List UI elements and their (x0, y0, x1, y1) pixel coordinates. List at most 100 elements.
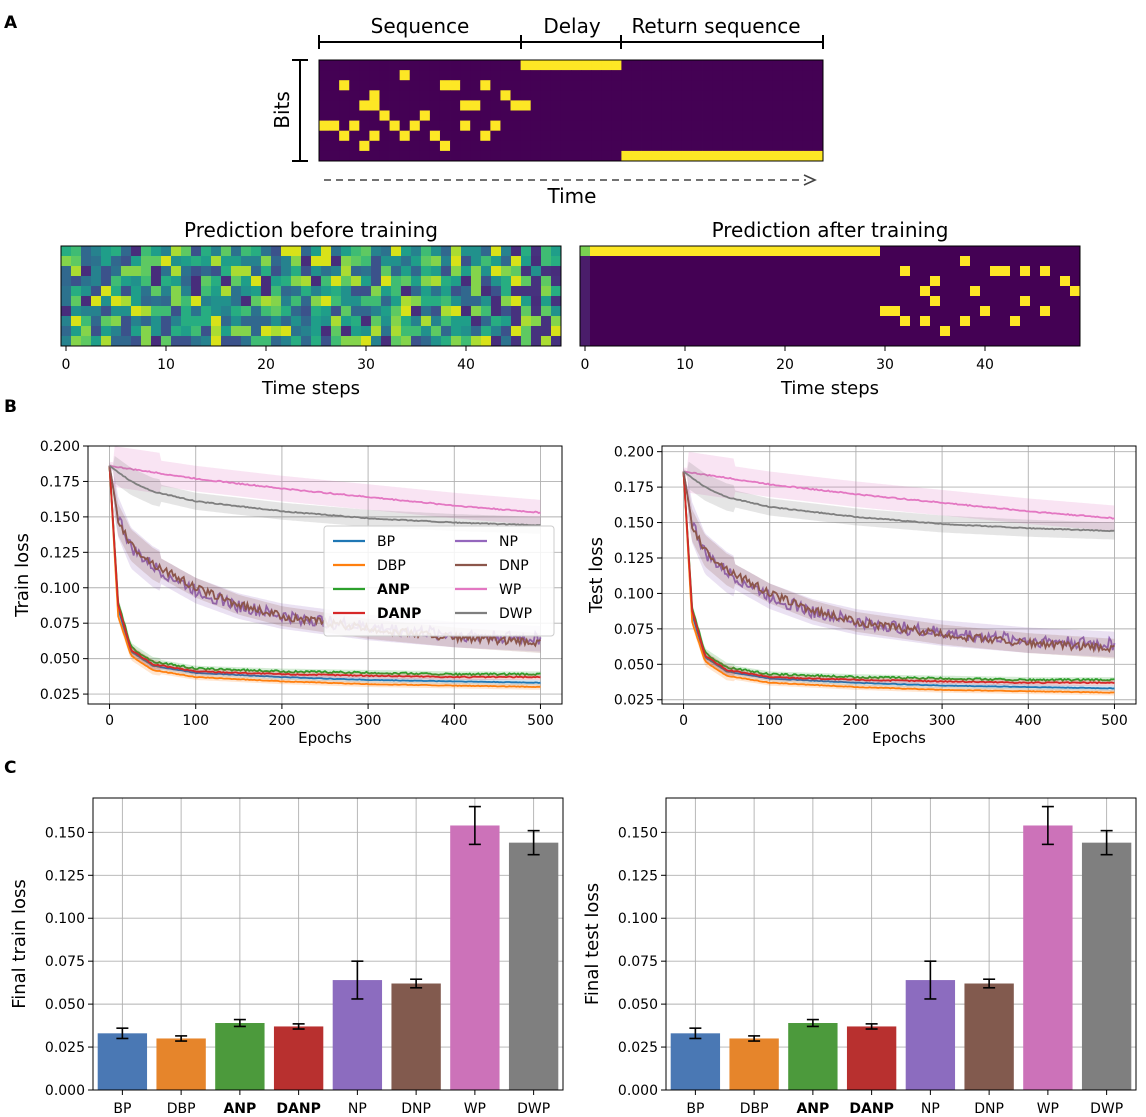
after-cell (710, 246, 721, 257)
bar-bp (97, 1033, 148, 1090)
before-cell (331, 316, 342, 327)
after-cell (1000, 256, 1011, 267)
after-cell (690, 286, 701, 297)
before-cell (271, 266, 282, 277)
after-cell (720, 316, 731, 327)
task-cell (470, 150, 481, 162)
before-cell (171, 306, 182, 317)
before-cell (401, 276, 412, 287)
after-cell (870, 326, 881, 337)
series-line-danp (108, 465, 541, 679)
task-cell (712, 140, 723, 152)
after-cell (790, 246, 801, 257)
y-tick-label: 0.150 (40, 510, 80, 526)
after-cell (660, 306, 671, 317)
task-cell (319, 60, 330, 71)
after-cell (830, 336, 841, 347)
before-cell (311, 306, 322, 317)
legend-label-dnp: DNP (499, 558, 529, 574)
after-cell (920, 256, 931, 267)
before-cell (341, 266, 352, 277)
before-cell (511, 326, 522, 337)
before-cell (321, 296, 332, 307)
task-cell (359, 110, 370, 121)
task-cell (752, 90, 763, 101)
before-cell (71, 316, 82, 327)
task-cell (671, 140, 683, 152)
after-cell (910, 306, 921, 317)
task-cell (782, 140, 794, 152)
after-cell (670, 306, 681, 317)
y-tick-label: 0.125 (45, 868, 85, 884)
task-cell (722, 60, 733, 71)
after-cell (1050, 316, 1061, 327)
after-cell (990, 276, 1001, 287)
after-cell (600, 246, 611, 257)
task-cell (762, 60, 773, 71)
before-cell (141, 336, 152, 347)
after-cell (700, 246, 711, 257)
before-cell (71, 276, 82, 287)
bar-dbp (156, 1038, 206, 1090)
after-cell (1010, 316, 1021, 327)
x-axis-label: Epochs (298, 729, 352, 747)
after-cell (1010, 296, 1021, 307)
after-cell (930, 286, 941, 297)
after-cell (640, 326, 651, 337)
before-cell (531, 316, 542, 327)
after-cell (890, 296, 901, 307)
before-cell (111, 336, 122, 347)
after-cell (720, 336, 731, 347)
before-cell (291, 336, 302, 347)
task-cell (631, 90, 642, 101)
task-cell (399, 130, 411, 142)
after-cell (1000, 246, 1011, 257)
after-cell (650, 336, 661, 347)
task-cell (611, 70, 622, 81)
before-cell (521, 286, 532, 297)
task-cell (429, 80, 441, 91)
task-cell (359, 130, 370, 142)
task-cell (782, 150, 794, 162)
after-cell (580, 336, 591, 347)
task-cell (802, 140, 814, 152)
before-cell (91, 306, 102, 317)
before-cell (451, 266, 462, 277)
after-cell (840, 256, 851, 267)
task-cell (419, 60, 431, 71)
y-axis-label: Train loss (12, 533, 33, 618)
before-cell (81, 336, 92, 347)
after-cell (890, 266, 901, 277)
after-cell (980, 336, 991, 347)
task-cell (439, 150, 451, 162)
task-cell (732, 140, 743, 152)
task-cell (742, 110, 753, 121)
task-cell (742, 80, 753, 91)
after-cell (680, 326, 691, 337)
after-cell (860, 336, 871, 347)
task-cell (560, 90, 572, 101)
series-line-danp (682, 471, 1115, 685)
after-cell (940, 286, 951, 297)
before-cell (241, 256, 252, 267)
before-cell (331, 286, 342, 297)
task-cell (389, 90, 401, 101)
legend-label-wp: WP (499, 582, 521, 598)
before-cell (111, 306, 122, 317)
task-cell (611, 90, 622, 101)
task-cell (379, 150, 390, 162)
after-cell (920, 296, 931, 307)
before-cell (391, 246, 402, 257)
task-cell (460, 130, 471, 142)
after-cell (740, 276, 751, 287)
before-cell (71, 296, 82, 307)
after-cell (900, 336, 911, 347)
task-cell (460, 90, 471, 101)
before-cell (111, 286, 122, 297)
after-cell (760, 296, 771, 307)
after-cell (920, 276, 931, 287)
x-tick-label-anp: ANP (796, 1101, 829, 1117)
before-cell (431, 306, 442, 317)
task-cell (691, 100, 703, 111)
